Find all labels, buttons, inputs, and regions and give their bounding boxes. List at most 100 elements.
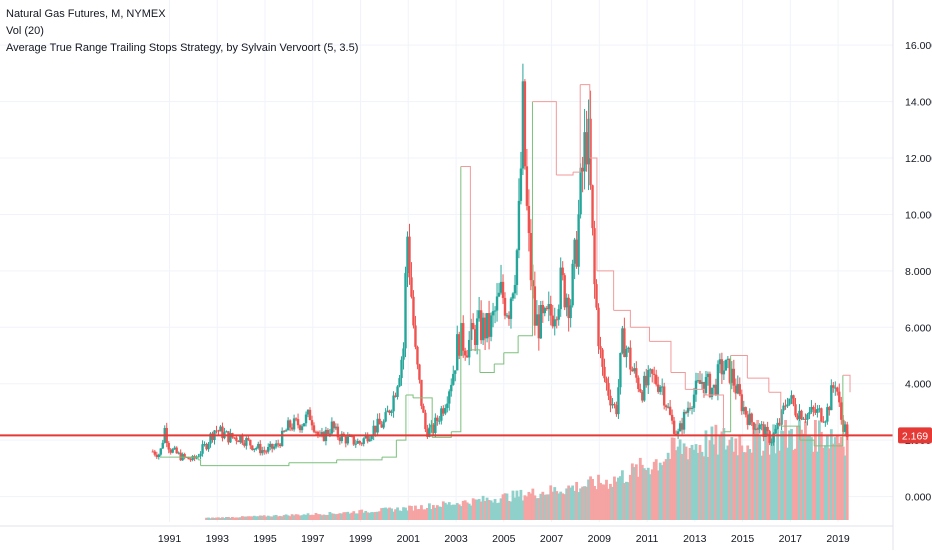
candle-body [764, 426, 767, 437]
volume-bar [841, 446, 845, 520]
volume-bar [636, 476, 640, 520]
candle-body [702, 381, 706, 394]
candle-body [471, 322, 475, 330]
volume-bar [324, 514, 328, 520]
strategy-indicator-label[interactable]: Average True Range Trailing Stops Strate… [6, 42, 359, 54]
candle-body [808, 412, 811, 415]
candle-body [294, 418, 298, 420]
candle-body [655, 374, 658, 385]
volume-bar [569, 487, 573, 520]
candle-body [756, 428, 759, 430]
candle-body [479, 310, 483, 341]
volume-bar [744, 452, 748, 520]
volume-bar [404, 507, 407, 520]
candle-body [467, 339, 471, 358]
volume-bar [352, 511, 356, 520]
candle-body [310, 420, 314, 426]
candle-body [575, 239, 578, 267]
candle-body [501, 281, 505, 298]
candle-body [412, 296, 415, 326]
volume-bar [451, 504, 455, 520]
candle-body [581, 167, 584, 172]
volume-bar [398, 510, 401, 520]
x-tick-label: 2007 [540, 533, 564, 545]
volume-bar [254, 516, 258, 520]
candle-body [706, 373, 710, 378]
volume-bar [557, 493, 561, 520]
volume-bar [424, 509, 427, 520]
candle-body [249, 439, 252, 446]
y-tick-label: 16.000 [905, 40, 932, 52]
candle-body [668, 406, 672, 415]
candle-body [826, 407, 829, 422]
volume-bar [704, 430, 708, 520]
volume-bar [517, 496, 521, 520]
candle-body [280, 430, 284, 447]
trailing-stop-segment [589, 157, 598, 271]
candle-body [237, 440, 240, 443]
volume-bar [581, 486, 584, 520]
candle-body [169, 449, 172, 453]
volume-bar [535, 498, 539, 520]
candle-body [738, 384, 741, 395]
volume-bar [714, 424, 718, 520]
candle-body [507, 315, 511, 319]
candle-body [830, 385, 833, 411]
volume-bar [420, 505, 423, 520]
symbol-title[interactable]: Natural Gas Futures, M, NYMEX [6, 8, 166, 20]
volume-bar [481, 495, 485, 520]
candle-body [551, 315, 554, 327]
volume-bar [539, 493, 543, 520]
volume-bar [784, 420, 787, 520]
volume-bar [587, 479, 590, 520]
volume-bar [217, 517, 220, 520]
candle-body [750, 413, 753, 423]
volume-bar [260, 515, 264, 520]
candle-body [611, 404, 614, 406]
candle-body [475, 318, 479, 345]
candle-body [511, 293, 515, 299]
candle-body [672, 420, 676, 434]
candle-body [621, 328, 624, 353]
candle-body [641, 391, 644, 401]
trailing-stop-layer [159, 84, 851, 467]
volume-bar [449, 505, 453, 520]
volume-bar [221, 517, 224, 520]
volume-indicator-label[interactable]: Vol (20) [6, 25, 44, 37]
candle-body [229, 433, 232, 443]
candle-body [388, 410, 391, 413]
candle-body [430, 424, 433, 428]
candle-body [792, 395, 795, 405]
volume-bar [762, 450, 766, 520]
candle-body [742, 407, 745, 412]
candle-body [173, 447, 176, 450]
candle-body [360, 443, 363, 445]
volume-bar [386, 508, 390, 520]
x-tick-label: 2001 [397, 533, 421, 545]
x-tick-label: 2017 [779, 533, 803, 545]
volume-bar [800, 429, 803, 520]
volume-bar [686, 459, 690, 520]
volume-bar [825, 434, 829, 520]
candle-body [571, 263, 574, 306]
candle-body [424, 412, 427, 430]
candle-body [491, 311, 495, 316]
volume-bar [400, 510, 403, 520]
candle-body [284, 430, 288, 432]
volume-bar [362, 512, 366, 520]
volume-bar [718, 434, 722, 520]
candle-body [288, 420, 292, 428]
volume-bar [758, 436, 762, 520]
candle-body [567, 297, 570, 319]
candle-body [302, 423, 306, 427]
candle-body [716, 364, 720, 395]
candle-body [416, 346, 419, 365]
volume-bar [525, 496, 529, 520]
volume-bar [734, 438, 738, 520]
candle-body [469, 322, 473, 340]
candle-body [495, 296, 499, 311]
x-tick-label: 2015 [731, 533, 755, 545]
candle-body [209, 433, 212, 444]
